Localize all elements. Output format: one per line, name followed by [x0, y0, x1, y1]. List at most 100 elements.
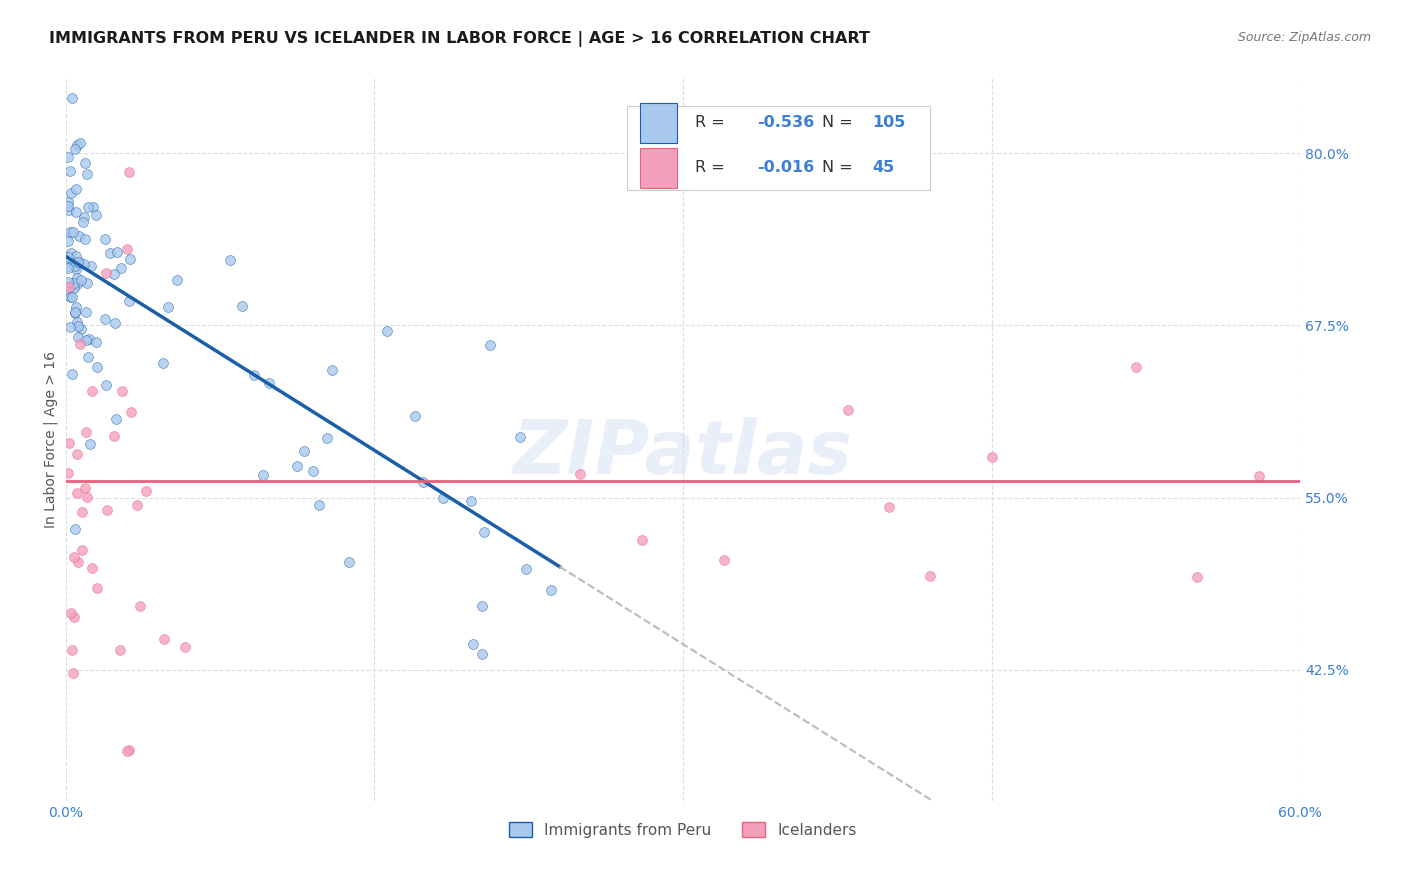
Point	[60, 246, 83, 260]
Point	[63, 522, 86, 536]
Text: 105: 105	[872, 115, 905, 130]
Point	[135, 484, 157, 499]
Point	[173, 640, 195, 655]
Point	[62, 666, 84, 681]
Point	[67, 228, 90, 243]
Point	[76, 490, 98, 504]
Point	[94, 232, 117, 246]
Point	[84, 208, 107, 222]
Point	[152, 356, 174, 370]
Point	[110, 384, 132, 398]
Point	[105, 244, 128, 259]
Point	[110, 260, 132, 275]
Point	[73, 257, 96, 271]
Point	[58, 250, 80, 264]
Point	[118, 165, 141, 179]
Point	[432, 491, 454, 506]
Point	[73, 232, 96, 246]
Point	[259, 376, 281, 390]
Point	[62, 225, 84, 239]
Point	[837, 403, 859, 417]
Point	[404, 409, 426, 423]
Point	[65, 254, 87, 268]
Point	[66, 447, 89, 461]
Point	[86, 581, 108, 595]
Point	[58, 436, 80, 450]
Point	[56, 466, 79, 480]
Point	[315, 432, 337, 446]
Point	[66, 315, 89, 329]
Point	[980, 450, 1002, 465]
Point	[58, 280, 80, 294]
Point	[540, 583, 562, 598]
Point	[69, 337, 91, 351]
Point	[66, 271, 89, 285]
Text: -0.016: -0.016	[756, 160, 814, 175]
Text: N =: N =	[823, 160, 858, 175]
Point	[461, 637, 484, 651]
Point	[65, 250, 87, 264]
Point	[79, 437, 101, 451]
Text: ZIPatlas: ZIPatlas	[513, 417, 853, 490]
Point	[66, 555, 89, 569]
Point	[1187, 570, 1209, 584]
Point	[219, 252, 242, 267]
Point	[308, 498, 330, 512]
Text: 45: 45	[872, 160, 894, 175]
Point	[67, 255, 90, 269]
Point	[569, 467, 592, 482]
Point	[65, 300, 87, 314]
Point	[120, 404, 142, 418]
Point	[65, 205, 87, 219]
Point	[77, 332, 100, 346]
FancyBboxPatch shape	[627, 106, 929, 190]
Point	[67, 330, 90, 344]
Point	[66, 138, 89, 153]
Point	[375, 325, 398, 339]
Point	[72, 543, 94, 558]
Point	[156, 300, 179, 314]
Point	[86, 359, 108, 374]
Point	[59, 226, 82, 240]
Point	[76, 277, 98, 291]
Point	[65, 306, 87, 320]
Point	[60, 643, 83, 657]
Text: -0.536: -0.536	[756, 115, 814, 130]
Point	[94, 266, 117, 280]
Point	[63, 549, 86, 564]
Point	[63, 260, 86, 274]
Point	[56, 195, 79, 210]
Point	[70, 322, 93, 336]
Point	[129, 599, 152, 613]
Point	[56, 261, 79, 276]
Point	[153, 632, 176, 647]
Point	[60, 186, 83, 200]
Point	[321, 363, 343, 377]
Point	[166, 273, 188, 287]
FancyBboxPatch shape	[640, 148, 676, 187]
Point	[94, 312, 117, 326]
Point	[62, 281, 84, 295]
Point	[242, 368, 264, 383]
Point	[58, 150, 80, 164]
Point	[918, 569, 941, 583]
Point	[56, 199, 79, 213]
Point	[84, 335, 107, 350]
Point	[105, 411, 128, 425]
Point	[110, 643, 132, 657]
Point	[115, 744, 138, 758]
Point	[75, 334, 97, 348]
Point	[77, 350, 100, 364]
Point	[82, 200, 104, 214]
Point	[103, 268, 125, 282]
Point	[80, 259, 103, 273]
Text: Source: ZipAtlas.com: Source: ZipAtlas.com	[1237, 31, 1371, 45]
Point	[125, 498, 148, 512]
Point	[478, 337, 501, 351]
Point	[82, 384, 104, 398]
Point	[63, 279, 86, 293]
Text: R =: R =	[696, 115, 730, 130]
FancyBboxPatch shape	[640, 103, 676, 143]
Point	[471, 647, 494, 661]
Point	[631, 533, 654, 547]
